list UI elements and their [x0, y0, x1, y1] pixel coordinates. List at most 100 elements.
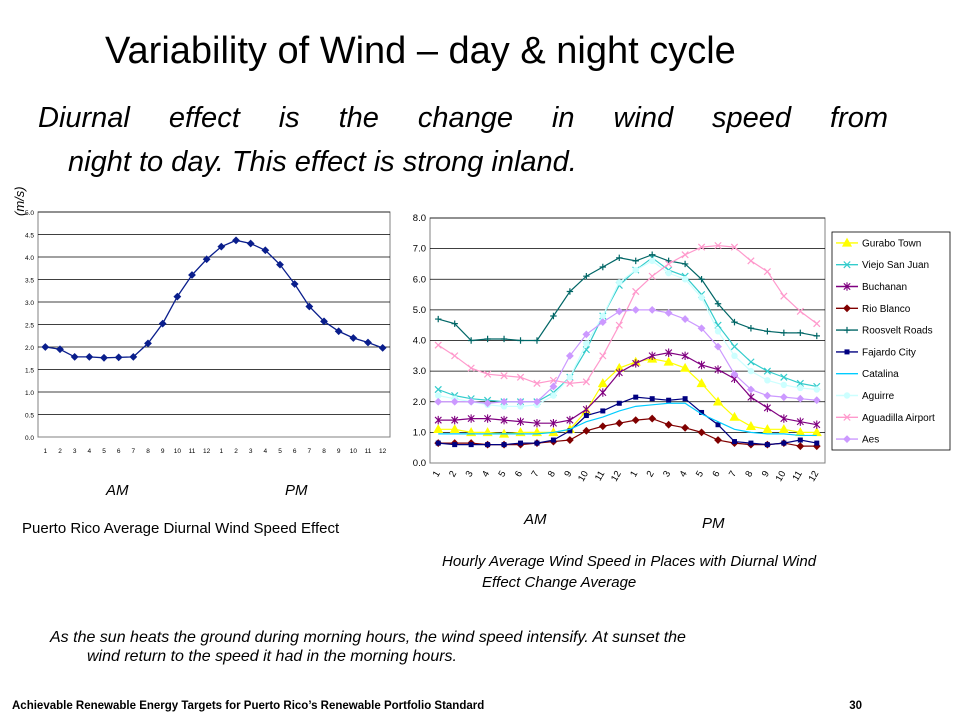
y-tick-label: 5.0	[413, 305, 426, 316]
data-point	[696, 378, 707, 388]
left-chart: 0.00.51.01.52.02.53.03.54.04.55.01 2 3 4 5 6 7…	[12, 186, 391, 455]
series-line	[41, 236, 387, 362]
data-point	[434, 385, 442, 394]
legend-item: Rio Blanco	[836, 304, 911, 315]
data-point	[433, 424, 444, 434]
legend-label: Roosvelt Roads	[862, 326, 933, 337]
data-point	[714, 241, 722, 250]
data-point	[664, 309, 673, 317]
data-point	[467, 364, 475, 372]
data-point	[730, 343, 739, 351]
data-point	[583, 340, 590, 347]
data-point	[747, 257, 755, 265]
data-point	[812, 396, 821, 405]
data-point	[305, 302, 314, 311]
y-axis-label: (m/s)	[12, 186, 27, 216]
legend-label: Gurabo Town	[862, 238, 921, 249]
legend-label: Aes	[862, 435, 879, 446]
data-point	[813, 420, 821, 429]
data-point	[70, 352, 79, 361]
legend-item: Viejo San Juan	[836, 260, 929, 271]
data-point	[648, 251, 656, 258]
data-point	[681, 251, 689, 259]
x-tick-label: 12	[203, 448, 211, 455]
data-point	[450, 397, 459, 406]
data-point	[731, 352, 738, 360]
data-point	[549, 418, 558, 428]
subtitle-line-2: night to day. This effect is strong inla…	[68, 146, 577, 178]
data-point	[484, 335, 491, 343]
data-point	[451, 415, 459, 425]
slide-subtitle: Diurnal effect is the change in wind spe…	[38, 96, 888, 184]
page-number: 30	[849, 700, 862, 712]
x-tick-label: 3	[249, 448, 253, 455]
data-point	[202, 255, 211, 264]
series-aes	[434, 305, 821, 408]
data-point	[797, 384, 804, 392]
data-point	[616, 254, 623, 262]
data-point	[681, 423, 690, 432]
data-point	[747, 358, 755, 366]
y-tick-label: 1.0	[413, 427, 426, 438]
data-point	[599, 352, 607, 360]
data-point	[697, 428, 706, 437]
y-tick-label: 5.0	[25, 210, 34, 217]
legend-box	[831, 231, 951, 451]
data-point	[467, 337, 475, 344]
data-point	[451, 320, 458, 327]
x-tick-label: 5	[102, 448, 106, 455]
data-point	[534, 440, 540, 446]
data-point	[451, 352, 459, 360]
x-tick-label: 7	[132, 448, 136, 455]
subtitle-line-1: Diurnal effect is the change in wind spe…	[38, 102, 888, 134]
y-tick-label: 0.0	[25, 435, 34, 442]
note-line-1: As the sun heats the ground during morni…	[50, 629, 686, 646]
data-point	[518, 440, 524, 446]
data-point	[100, 353, 108, 362]
data-point	[813, 320, 821, 328]
legend-item: Aguadilla Airport	[836, 413, 935, 424]
legend-marker	[843, 304, 851, 313]
data-point	[616, 400, 622, 406]
legend-label: Rio Blanco	[862, 304, 911, 315]
data-point	[712, 396, 724, 406]
right-chart-caption-line-1: Hourly Average Wind Speed in Places with…	[442, 553, 817, 570]
data-point	[648, 305, 657, 314]
data-point	[780, 329, 788, 337]
data-point	[682, 396, 688, 402]
data-point	[745, 421, 756, 430]
x-tick-label: 12	[807, 469, 822, 484]
data-point	[714, 328, 722, 335]
y-tick-label: 2.0	[25, 345, 34, 352]
legend-item: Aguirre	[836, 391, 895, 402]
x-tick-label: 2	[645, 469, 657, 479]
x-tick-label: 9	[760, 469, 772, 479]
x-tick-label: 3	[661, 469, 673, 479]
right-pm-label: PM	[702, 515, 725, 532]
x-tick-label: 11	[790, 469, 804, 483]
data-point	[434, 397, 443, 406]
x-tick-label: 5	[278, 448, 282, 455]
data-point	[797, 437, 803, 443]
data-point	[797, 329, 804, 337]
x-tick-label: 11	[593, 469, 607, 483]
data-point	[615, 307, 624, 316]
data-point	[533, 397, 541, 406]
data-point	[276, 260, 284, 269]
data-point	[598, 318, 607, 327]
x-tick-label: 7	[727, 469, 739, 479]
data-point	[747, 385, 755, 394]
data-point	[485, 442, 491, 448]
series-aguirre	[435, 257, 820, 410]
data-point	[550, 392, 557, 399]
x-tick-label: 6	[293, 448, 297, 455]
x-tick-label: 8	[743, 469, 755, 479]
legend-item: Roosvelt Roads	[836, 326, 933, 337]
data-point	[188, 271, 196, 279]
data-point	[349, 334, 358, 342]
series-line	[438, 396, 817, 446]
data-point	[435, 392, 442, 399]
legend-item: Catalina	[836, 369, 899, 380]
legend-item: Gurabo Town	[836, 237, 921, 249]
data-point	[615, 321, 623, 329]
